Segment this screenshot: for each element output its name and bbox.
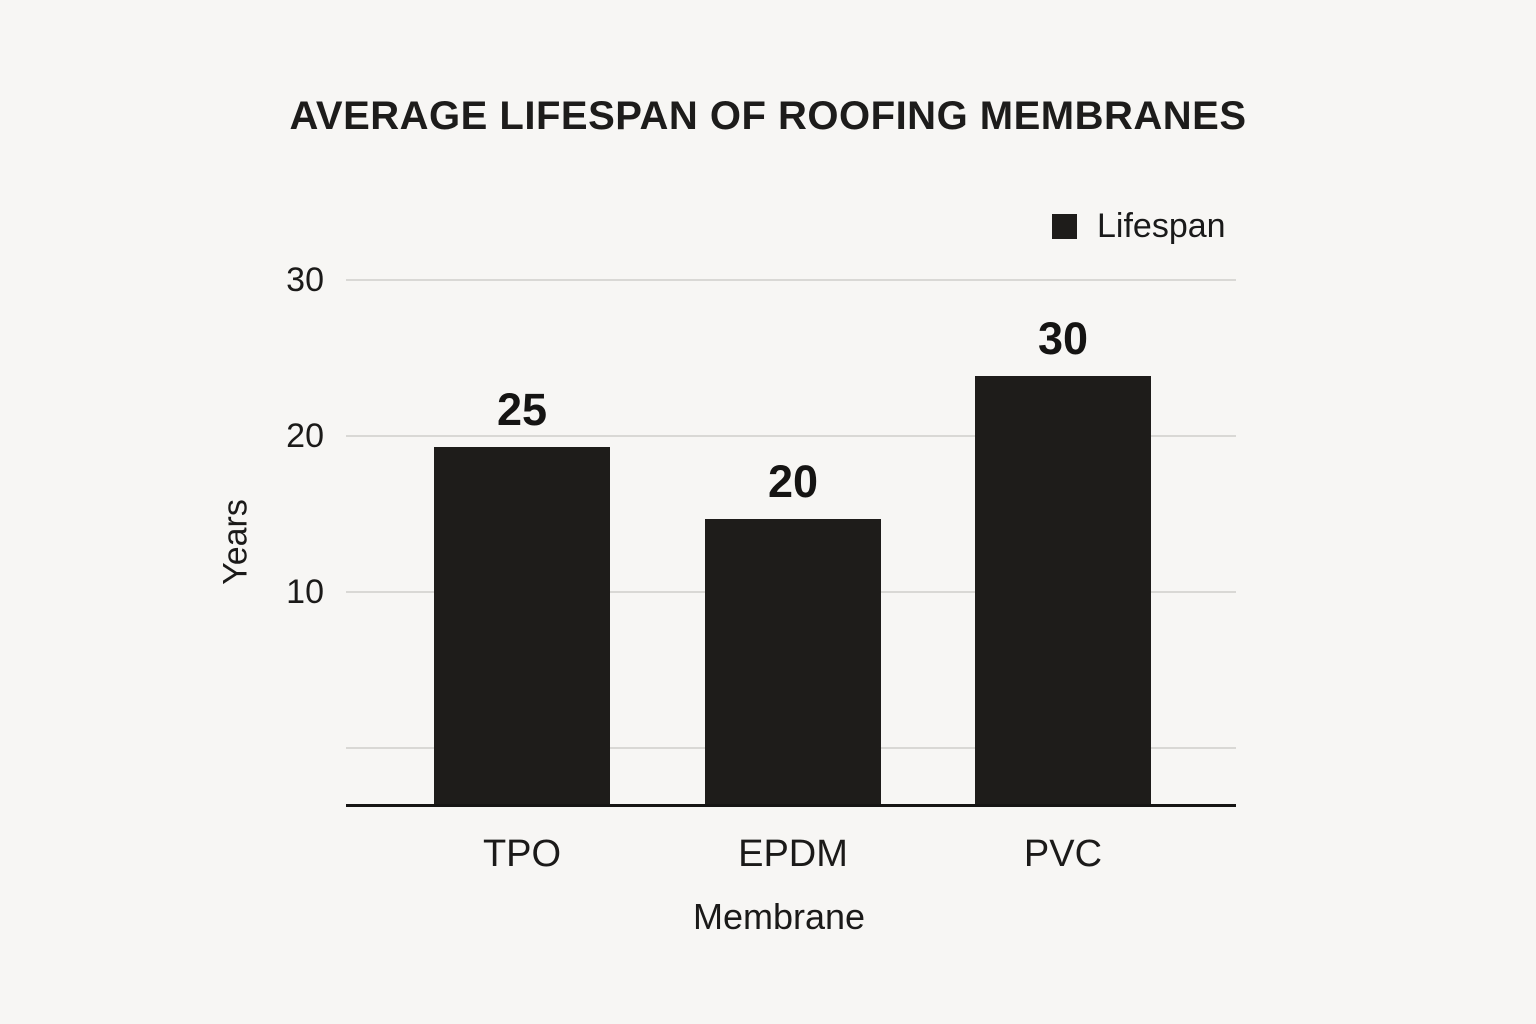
legend-swatch-icon [1052,213,1077,239]
bar-value-label: 25 [496,384,548,435]
x-axis-title: Membrane [692,896,866,937]
bar-value-label: 30 [1037,313,1089,364]
x-axis-line [346,804,1236,807]
gridline [346,279,1236,281]
x-category-label: PVC [1023,833,1103,875]
x-category-label: EPDM [738,833,848,875]
y-tick-label: 20 [286,417,324,455]
bar [975,376,1151,805]
x-category-label: TPO [482,833,562,875]
y-tick-label: 10 [286,573,324,611]
legend: Lifespan [1052,206,1226,246]
bar [705,519,881,805]
bar [434,447,610,805]
chart-title: AVERAGE LIFESPAN OF ROOFING MEMBRANES [289,94,1247,138]
y-tick-label: 30 [286,261,324,299]
gridline [346,435,1236,437]
bar-value-label: 20 [767,456,819,507]
legend-label: Lifespan [1097,207,1226,245]
